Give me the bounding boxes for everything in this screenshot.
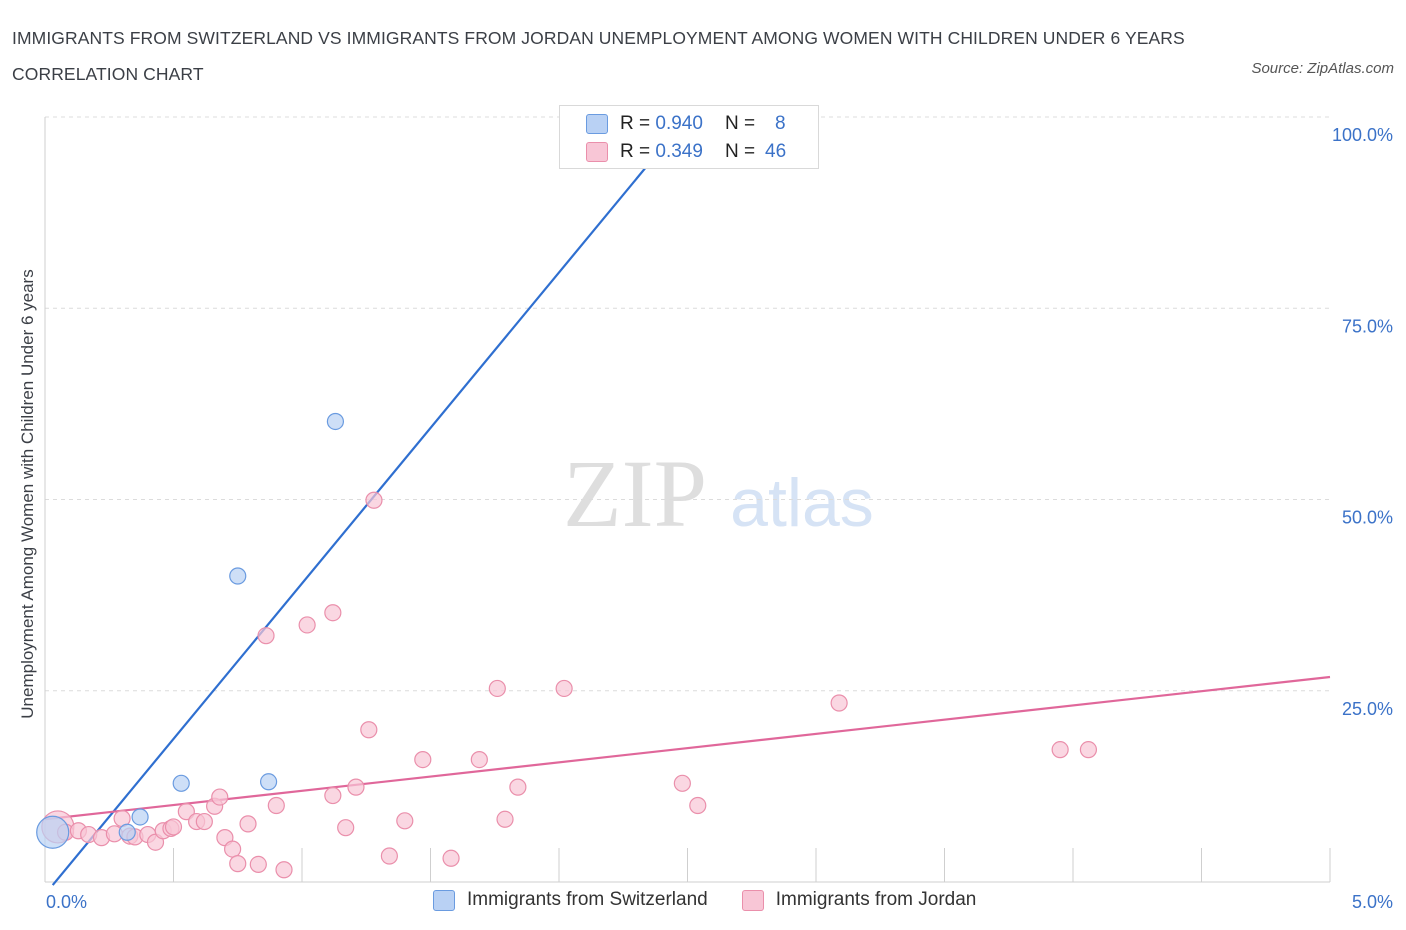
legend-label: Immigrants from Jordan [775,889,977,910]
data-point [555,679,573,698]
legend-row-jordan: R = 0.349 N = 46 [586,138,786,166]
source-label: Source: ZipAtlas.com [1251,60,1394,77]
legend-label: Immigrants from Switzerland [467,889,708,910]
y-tick-label: 75.0% [1342,316,1393,336]
switzerland-swatch [433,889,455,911]
data-point [324,604,342,622]
data-point [337,819,355,837]
x-tick-label: 0.0% [46,892,87,912]
trend-line [44,675,1331,821]
jordan-swatch [741,889,764,911]
chart-title: IMMIGRANTS FROM SWITZERLAND VS IMMIGRANT… [12,28,1185,84]
r-label: R = [620,113,651,134]
switzerland-swatch [586,114,608,134]
data-point [259,773,278,791]
data-point [396,812,414,830]
n-value: 46 [765,141,787,162]
data-point [249,855,267,874]
data-point [509,778,527,796]
y-tick-label: 25.0% [1342,699,1393,719]
axes [44,117,1331,883]
legend-row-switzerland: R = 0.940 N = 8 [586,110,786,138]
data-point [326,412,345,431]
n-value: 8 [775,113,786,134]
data-point [1051,741,1069,759]
watermark-zip: ZIP [563,440,707,547]
data-point [131,808,149,826]
legend-item-switzerland: Immigrants from Switzerland [433,889,708,911]
data-point [36,815,70,849]
data-point [689,796,707,815]
data-points [36,107,1098,879]
data-point [360,721,378,739]
data-point [229,855,247,873]
r-value: 0.349 [655,141,703,162]
data-point [1079,741,1098,759]
n-label: N = [724,141,756,162]
data-point [673,774,691,792]
legend-item-jordan: Immigrants from Jordan [741,889,977,911]
y-tick-label: 50.0% [1342,508,1393,528]
data-point [177,803,195,821]
x-tick-label: 5.0% [1352,892,1393,912]
series-legend: Immigrants from Switzerland Immigrants f… [433,889,1010,911]
data-point [239,815,257,833]
tick-labels: 25.0% 50.0% 75.0% 100.0% 0.0% 5.0% [46,125,1393,912]
watermark-atlas: atlas [730,465,874,541]
data-point [414,750,432,769]
y-tick-label: 100.0% [1332,125,1393,145]
data-point [830,694,848,712]
data-point [164,818,183,836]
data-point [324,786,342,805]
data-point [224,840,242,858]
data-point [380,847,398,865]
data-point [211,788,229,806]
data-point [229,567,247,585]
n-label: N = [724,113,756,134]
data-point [470,750,488,769]
data-point [195,812,213,831]
correlation-legend: R = 0.940 N = 8 R = 0.349 N = 46 [559,105,819,169]
data-point [267,796,285,815]
data-point [496,810,514,828]
data-point [488,679,506,698]
data-point [365,491,383,509]
data-point [118,823,136,841]
grid-lines [45,116,1330,692]
jordan-swatch [586,142,608,162]
data-point [347,778,365,796]
data-point [275,861,293,879]
data-point [442,849,460,867]
data-point [172,774,190,792]
r-label: R = [620,141,651,162]
r-value: 0.940 [655,113,703,134]
data-point [257,627,275,645]
data-point [298,616,316,634]
